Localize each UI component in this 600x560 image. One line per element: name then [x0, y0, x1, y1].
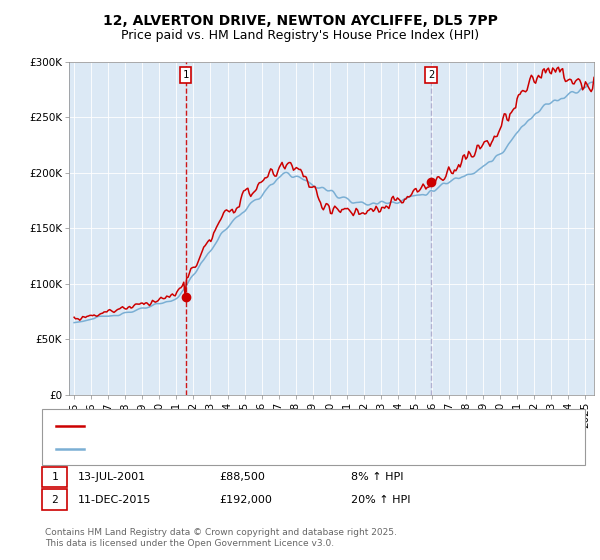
Text: 20% ↑ HPI: 20% ↑ HPI	[351, 494, 410, 505]
Text: £88,500: £88,500	[219, 472, 265, 482]
Text: £192,000: £192,000	[219, 494, 272, 505]
Text: 2: 2	[428, 70, 434, 80]
Text: 13-JUL-2001: 13-JUL-2001	[78, 472, 146, 482]
Text: 1: 1	[51, 472, 58, 482]
Text: 8% ↑ HPI: 8% ↑ HPI	[351, 472, 404, 482]
Text: Contains HM Land Registry data © Crown copyright and database right 2025.
This d: Contains HM Land Registry data © Crown c…	[45, 528, 397, 548]
Text: HPI: Average price, detached house, County Durham: HPI: Average price, detached house, Coun…	[90, 445, 385, 454]
Text: 12, ALVERTON DRIVE, NEWTON AYCLIFFE, DL5 7PP: 12, ALVERTON DRIVE, NEWTON AYCLIFFE, DL5…	[103, 14, 497, 28]
Text: Price paid vs. HM Land Registry's House Price Index (HPI): Price paid vs. HM Land Registry's House …	[121, 29, 479, 42]
Text: 2: 2	[51, 494, 58, 505]
Text: 12, ALVERTON DRIVE, NEWTON AYCLIFFE, DL5 7PP (detached house): 12, ALVERTON DRIVE, NEWTON AYCLIFFE, DL5…	[90, 421, 472, 431]
Text: 11-DEC-2015: 11-DEC-2015	[78, 494, 151, 505]
Text: 1: 1	[182, 70, 189, 80]
